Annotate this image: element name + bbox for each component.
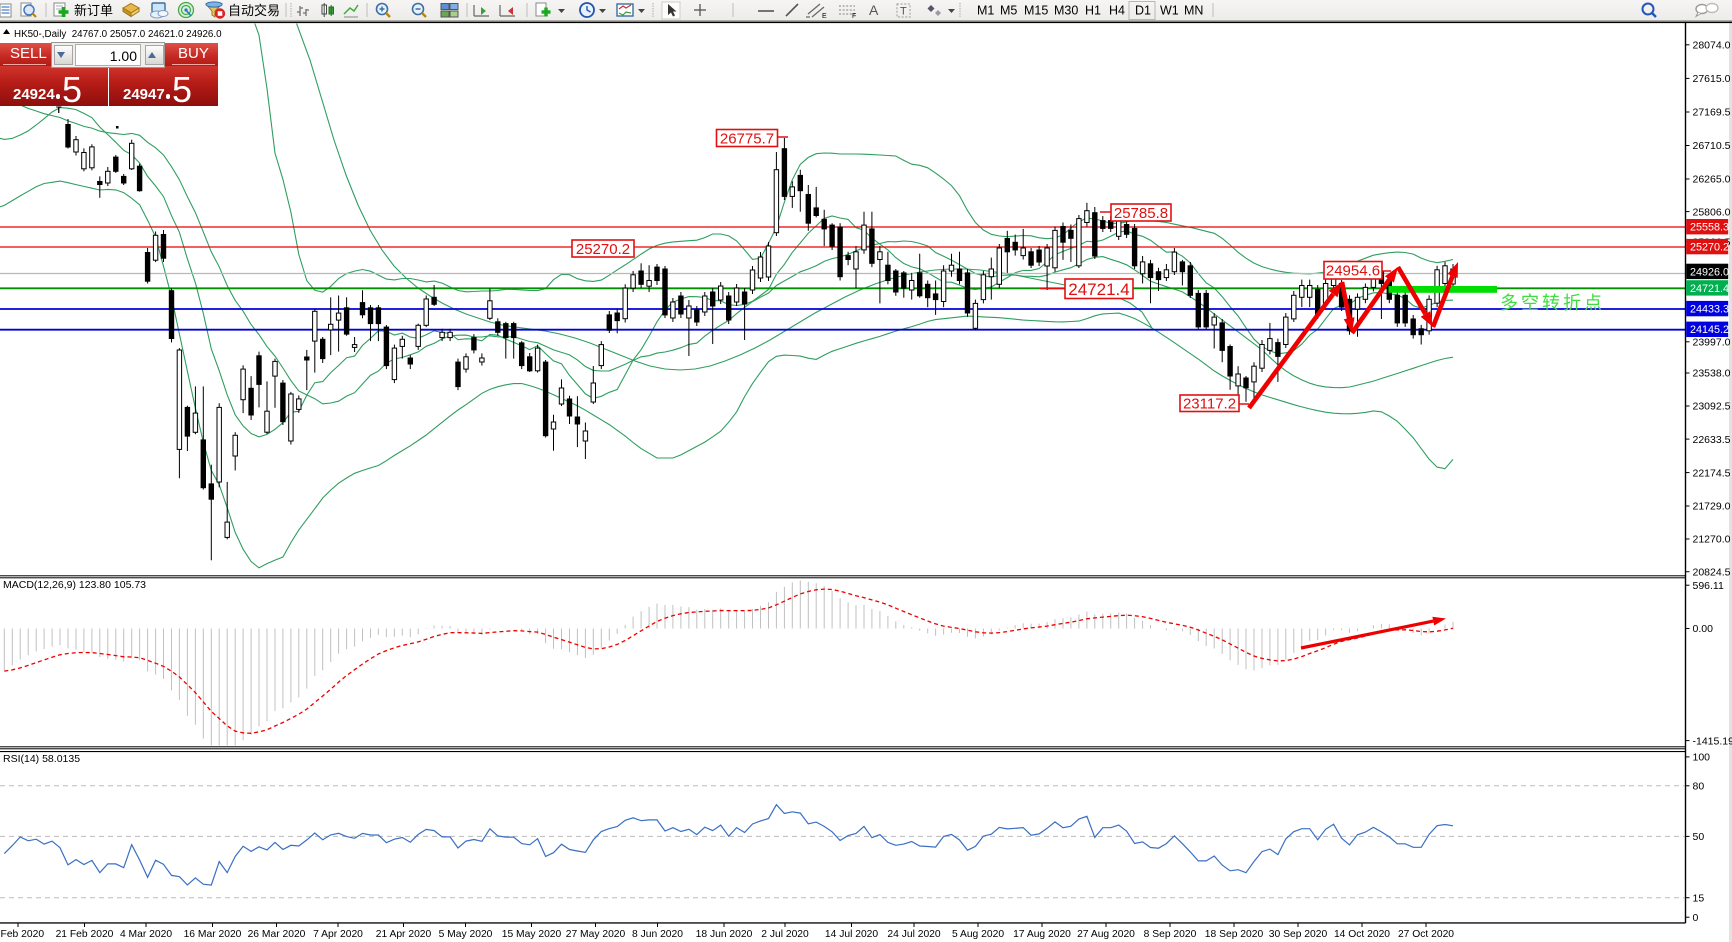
svg-text:25270.2: 25270.2 — [576, 241, 630, 258]
svg-text:14 Oct 2020: 14 Oct 2020 — [1334, 929, 1390, 940]
svg-text:80: 80 — [1693, 781, 1705, 793]
svg-text:7 Apr 2020: 7 Apr 2020 — [313, 929, 363, 940]
svg-text:24721.4: 24721.4 — [1068, 280, 1129, 299]
svg-text:100: 100 — [1693, 752, 1711, 764]
svg-text:14 Jul 2020: 14 Jul 2020 — [825, 929, 879, 940]
svg-text:27 May 2020: 27 May 2020 — [566, 929, 626, 940]
svg-text:25558.3: 25558.3 — [1690, 222, 1729, 234]
svg-text:21729.0: 21729.0 — [1693, 501, 1731, 513]
svg-text:M15: M15 — [1024, 4, 1048, 18]
svg-text:M30: M30 — [1054, 4, 1078, 18]
svg-text:24 Jul 2020: 24 Jul 2020 — [887, 929, 941, 940]
svg-text:22633.5: 22633.5 — [1693, 434, 1731, 446]
svg-text:26265.0: 26265.0 — [1693, 174, 1731, 186]
svg-text:4 Mar 2020: 4 Mar 2020 — [120, 929, 172, 940]
svg-text:MN: MN — [1184, 4, 1203, 18]
svg-text:23538.0: 23538.0 — [1693, 368, 1731, 380]
svg-text:23997.0: 23997.0 — [1693, 337, 1731, 349]
svg-text:25806.0: 25806.0 — [1693, 206, 1731, 218]
svg-text:24433.3: 24433.3 — [1690, 304, 1729, 316]
svg-text:24926.0: 24926.0 — [1690, 266, 1729, 278]
svg-text:5 May 2020: 5 May 2020 — [439, 929, 493, 940]
svg-text:E: E — [822, 13, 827, 20]
svg-text:8 Sep 2020: 8 Sep 2020 — [1144, 929, 1197, 940]
svg-text:5 Aug 2020: 5 Aug 2020 — [952, 929, 1004, 940]
svg-text:-1415.19: -1415.19 — [1693, 735, 1732, 747]
svg-text:M5: M5 — [1000, 4, 1017, 18]
svg-text:W1: W1 — [1160, 4, 1179, 18]
svg-text:24721.4: 24721.4 — [1690, 283, 1729, 295]
svg-text:22174.5: 22174.5 — [1693, 467, 1731, 479]
svg-text:18 Sep 2020: 18 Sep 2020 — [1205, 929, 1264, 940]
svg-text:15 May 2020: 15 May 2020 — [502, 929, 562, 940]
svg-text:25270.2: 25270.2 — [1690, 242, 1729, 254]
svg-text:18 Jun 2020: 18 Jun 2020 — [696, 929, 753, 940]
svg-text:8 Jun 2020: 8 Jun 2020 — [632, 929, 683, 940]
svg-text:15: 15 — [1693, 892, 1705, 904]
svg-text:21 Feb 2020: 21 Feb 2020 — [56, 929, 114, 940]
svg-text:26710.5: 26710.5 — [1693, 140, 1731, 152]
svg-text:26 Mar 2020: 26 Mar 2020 — [248, 929, 306, 940]
svg-text:21 Apr 2020: 21 Apr 2020 — [376, 929, 432, 940]
svg-text:27615.0: 27615.0 — [1693, 73, 1731, 85]
svg-text:D1: D1 — [1135, 4, 1151, 18]
svg-text:27169.5: 27169.5 — [1693, 107, 1731, 119]
svg-text:17 Aug 2020: 17 Aug 2020 — [1013, 929, 1071, 940]
svg-text:30 Sep 2020: 30 Sep 2020 — [1269, 929, 1328, 940]
svg-text:F: F — [852, 13, 856, 20]
svg-text:50: 50 — [1693, 831, 1705, 843]
svg-text:M1: M1 — [977, 4, 994, 18]
svg-text:2 Jul 2020: 2 Jul 2020 — [761, 929, 809, 940]
svg-text:T: T — [56, 105, 62, 115]
svg-text:A: A — [869, 2, 879, 18]
svg-text:MACD(12,26,9) 123.80 105.73: MACD(12,26,9) 123.80 105.73 — [3, 579, 146, 591]
svg-text:25785.8: 25785.8 — [1114, 205, 1168, 222]
svg-text:596.11: 596.11 — [1693, 580, 1724, 592]
svg-text:21270.0: 21270.0 — [1693, 534, 1731, 546]
svg-text:1 Feb 2020: 1 Feb 2020 — [0, 929, 44, 940]
svg-text:24954.6: 24954.6 — [1326, 263, 1380, 280]
svg-text:HK50-,Daily 24767.0 25057.0 2: HK50-,Daily 24767.0 25057.0 24621.0 2492… — [14, 29, 222, 40]
svg-text:H4: H4 — [1109, 4, 1125, 18]
svg-text:28074.0: 28074.0 — [1693, 40, 1731, 52]
svg-text:27 Aug 2020: 27 Aug 2020 — [1077, 929, 1135, 940]
svg-text:16 Mar 2020: 16 Mar 2020 — [184, 929, 242, 940]
svg-text:0.00: 0.00 — [1693, 623, 1714, 635]
svg-text:H1: H1 — [1085, 4, 1101, 18]
svg-text:RSI(14) 58.0135: RSI(14) 58.0135 — [3, 753, 80, 765]
svg-text:23117.2: 23117.2 — [1183, 396, 1236, 413]
svg-text:T: T — [900, 6, 907, 18]
svg-text:0: 0 — [1693, 912, 1699, 924]
svg-text:新订单: 新订单 — [74, 3, 113, 18]
svg-text:自动交易: 自动交易 — [228, 3, 280, 18]
svg-text:20824.5: 20824.5 — [1693, 566, 1731, 578]
svg-text:26775.7: 26775.7 — [720, 130, 774, 147]
svg-text:多空转折点: 多空转折点 — [1500, 293, 1605, 313]
svg-text:27 Oct 2020: 27 Oct 2020 — [1398, 929, 1454, 940]
svg-text:23092.5: 23092.5 — [1693, 401, 1731, 413]
svg-text:24145.2: 24145.2 — [1690, 324, 1729, 336]
